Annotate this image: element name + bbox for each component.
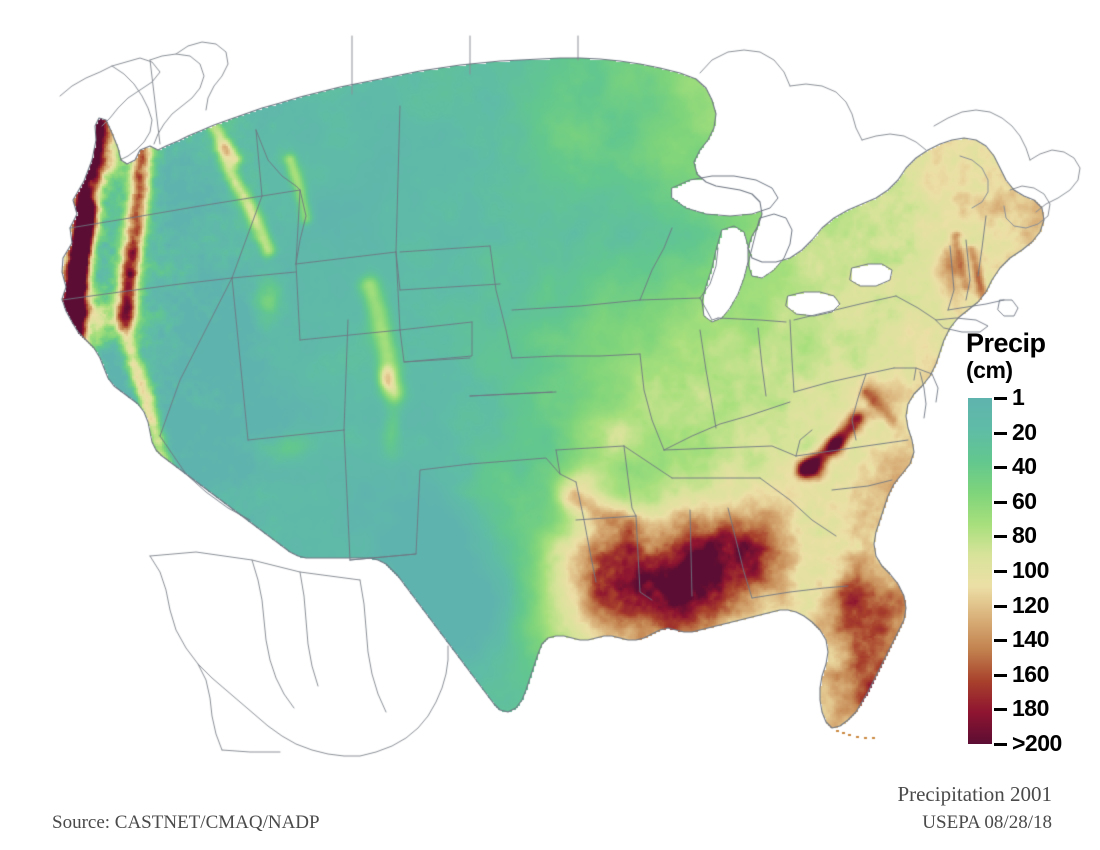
colorbar-tick: [994, 743, 1007, 746]
legend: Precip (cm): [966, 328, 1096, 384]
colorbar-tick-label: 180: [1012, 695, 1049, 722]
colorbar-tick-label: 100: [1012, 557, 1049, 583]
source-line: Source: CASTNET/CMAQ/NADP: [52, 812, 320, 833]
colorbar-tick: [994, 639, 1007, 643]
colorbar-tick: [994, 673, 1007, 677]
figure-title: Precipitation 2001: [897, 782, 1052, 806]
colorbar-tick-label: 80: [1012, 522, 1037, 549]
colorbar-tick: [994, 708, 1007, 712]
colorbar-tick: [994, 604, 1007, 608]
colorbar-tick-label: 140: [1012, 626, 1049, 653]
legend-units: (cm): [966, 357, 1013, 383]
colorbar-tick-label: 160: [1012, 660, 1049, 687]
colorbar-tick-label: 60: [1012, 487, 1037, 514]
colorbar-tick: [994, 535, 1007, 539]
colorbar-tick-label: 40: [1012, 453, 1037, 480]
colorbar: 1 20 40 60 80 100 120 140 160 180 >200: [968, 386, 1098, 755]
agency-stamp: USEPA 08/28/18: [922, 812, 1052, 833]
colorbar-tick-label: 120: [1012, 591, 1049, 618]
colorbar-tick-label: 20: [1012, 418, 1037, 445]
colorbar-tick: [994, 570, 1007, 573]
colorbar-tick: [994, 397, 1007, 400]
legend-title: Precip: [966, 328, 1046, 358]
colorbar-tick-label: 1: [1012, 384, 1025, 410]
colorbar-tick: [994, 466, 1007, 470]
colorbar-tick-label: >200: [1012, 730, 1062, 756]
colorbar-tick: [994, 500, 1007, 504]
colorbar-tick: [994, 431, 1007, 435]
colorbar-gradient: [968, 398, 992, 744]
